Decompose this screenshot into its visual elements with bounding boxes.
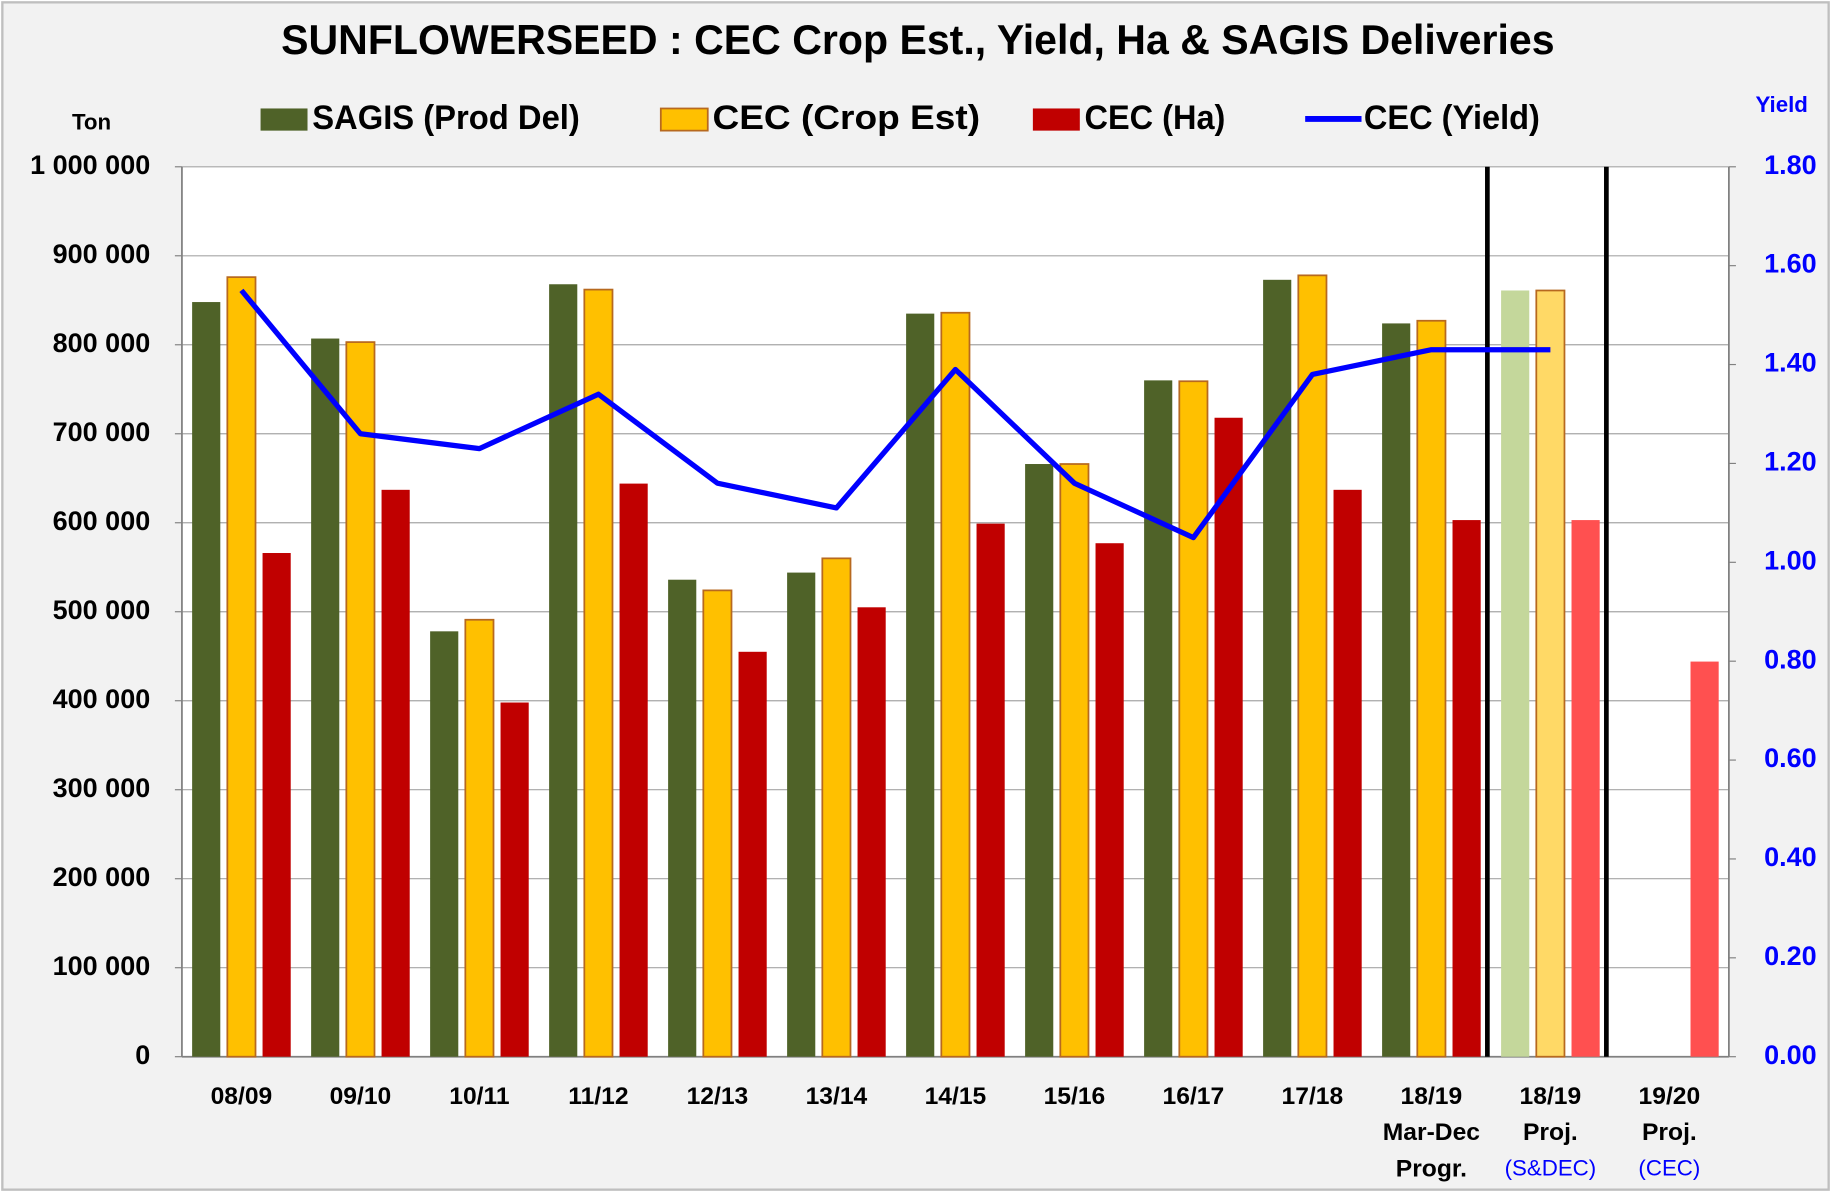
bar: [500, 702, 529, 1057]
bar: [430, 631, 459, 1057]
bar: [787, 572, 816, 1057]
legend-swatch: [659, 107, 709, 132]
y-tick-label: 900 000: [53, 239, 151, 269]
bar: [226, 276, 257, 1058]
bar: [1297, 274, 1328, 1058]
y2-tick-label: 0.20: [1764, 941, 1817, 971]
x-tick-label: 12/13: [687, 1083, 749, 1110]
x-tick-label: 18/19: [1520, 1083, 1582, 1110]
bar: [738, 651, 767, 1057]
y-tick-label: 500 000: [53, 595, 151, 625]
y-axis-label: Ton: [72, 110, 111, 135]
y2-tick-label: 1.80: [1764, 150, 1817, 180]
x-tick-label: Proj.: [1523, 1119, 1578, 1146]
x-tick-label: 17/18: [1282, 1083, 1344, 1110]
bar: [262, 553, 291, 1057]
bar: [1025, 464, 1054, 1057]
legend-label: CEC (Yield): [1364, 99, 1540, 137]
bar: [619, 483, 648, 1057]
x-tick-label: 11/12: [568, 1083, 628, 1110]
y2-axis-label: Yield: [1755, 92, 1807, 117]
bar: [821, 557, 852, 1058]
x-tick-label: Progr.: [1396, 1155, 1467, 1182]
y-tick-label: 400 000: [53, 684, 151, 714]
bar: [1690, 661, 1719, 1057]
bar: [381, 489, 410, 1057]
bar: [464, 618, 495, 1058]
bar: [192, 302, 221, 1057]
legend-label: CEC (Crop Est): [712, 99, 980, 137]
x-tick-note: (S&DEC): [1505, 1156, 1597, 1181]
bar: [906, 313, 935, 1057]
y-tick-label: 200 000: [53, 862, 151, 892]
bar: [583, 288, 614, 1058]
y-tick-label: 800 000: [53, 328, 151, 358]
bar: [668, 579, 697, 1057]
y-tick-label: 300 000: [53, 773, 151, 803]
y-tick-label: 1 000 000: [30, 150, 150, 180]
bar: [1095, 543, 1124, 1057]
bar: [1144, 380, 1173, 1057]
y2-tick-label: 0.40: [1764, 842, 1817, 872]
bar: [1333, 489, 1362, 1057]
bar: [1059, 463, 1090, 1058]
bar: [549, 284, 578, 1057]
y2-tick-label: 1.00: [1764, 545, 1817, 575]
y2-tick-label: 1.40: [1764, 348, 1817, 378]
line: [239, 288, 1551, 541]
x-tick-label: Proj.: [1642, 1119, 1697, 1146]
y2-tick-label: 0.60: [1764, 743, 1817, 773]
x-tick-label: 19/20: [1639, 1083, 1701, 1110]
x-tick-label: 08/09: [211, 1083, 273, 1110]
legend-label: CEC (Ha): [1085, 99, 1226, 137]
legend-swatch: [1032, 108, 1080, 131]
bar: [1571, 520, 1600, 1057]
legend-label: SAGIS (Prod Del): [312, 99, 580, 137]
bar: [976, 523, 1005, 1057]
y2-tick-label: 1.20: [1764, 447, 1817, 477]
x-tick-label: 09/10: [330, 1083, 392, 1110]
chart-title: SUNFLOWERSEED : CEC Crop Est., Yield, Ha…: [281, 16, 1554, 63]
y2-tick-label: 0.00: [1764, 1040, 1817, 1070]
x-tick-label: 13/14: [806, 1083, 868, 1110]
bar: [702, 589, 733, 1058]
bar: [857, 607, 886, 1057]
legend-swatch: [260, 108, 308, 131]
bar: [1178, 380, 1209, 1058]
bar: [1263, 279, 1292, 1057]
x-tick-label: 18/19: [1401, 1083, 1463, 1110]
bar: [1452, 520, 1481, 1057]
y-tick-label: 700 000: [53, 417, 151, 447]
bar: [1535, 289, 1566, 1058]
y-tick-label: 0: [135, 1040, 150, 1070]
bar: [345, 341, 376, 1058]
bar: [1214, 417, 1243, 1057]
bar: [940, 311, 971, 1058]
y-tick-label: 600 000: [53, 506, 151, 536]
x-tick-label: 14/15: [925, 1083, 987, 1110]
x-tick-label: 15/16: [1044, 1083, 1106, 1110]
y2-tick-label: 0.80: [1764, 644, 1817, 674]
y2-tick-label: 1.60: [1764, 249, 1817, 279]
x-tick-label: 10/11: [449, 1083, 509, 1110]
x-tick-label: Mar-Dec: [1383, 1119, 1480, 1146]
x-tick-note: (CEC): [1638, 1156, 1700, 1181]
y-tick-label: 100 000: [53, 951, 151, 981]
bar: [1382, 323, 1411, 1057]
bar: [1416, 319, 1447, 1058]
bar: [1501, 290, 1530, 1057]
x-tick-label: 16/17: [1163, 1083, 1225, 1110]
bar: [311, 338, 340, 1057]
